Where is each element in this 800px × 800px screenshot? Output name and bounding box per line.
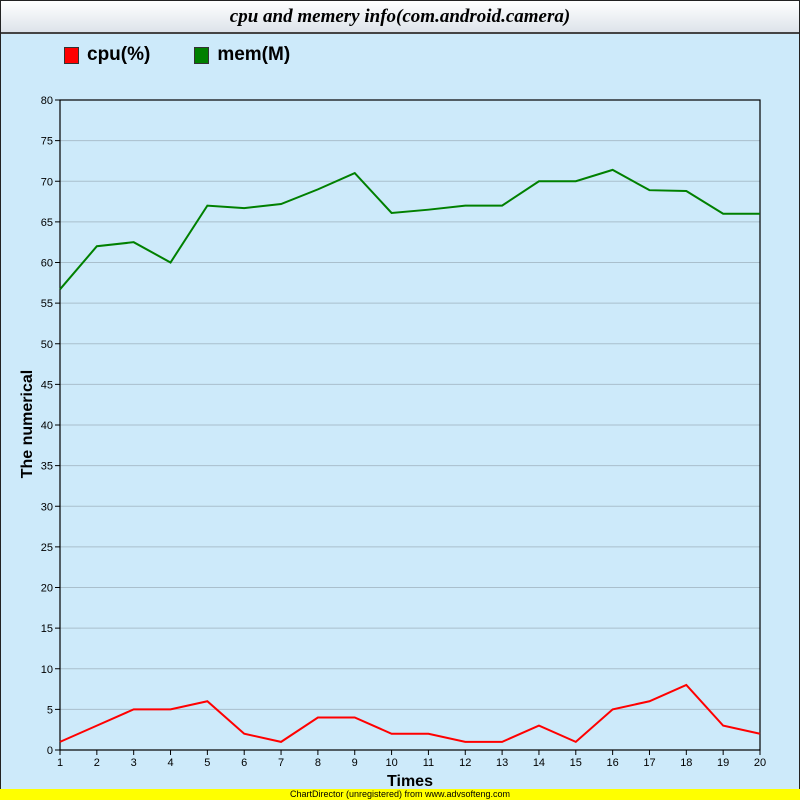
x-tick-label: 6 [241,757,247,769]
series-line-cpu [59,683,761,744]
x-tick-label: 2 [94,757,100,769]
legend: cpu(%) mem(M) [64,44,290,66]
y-tick-label: 65 [41,217,53,229]
x-tick-label: 5 [204,757,210,769]
x-tick-label: 10 [385,757,397,769]
x-tick-label: 20 [754,757,766,769]
x-axis-label: Times [387,773,433,790]
y-tick-label: 50 [41,339,53,351]
legend-item-cpu: cpu(%) [64,44,150,66]
x-tick-label: 1 [57,757,63,769]
y-tick-label: 15 [41,623,53,635]
x-tick-label: 8 [315,757,321,769]
y-tick-label: 5 [47,704,53,716]
x-tick-label: 3 [131,757,137,769]
y-tick-label: 20 [41,583,53,595]
y-tick-label: 70 [41,176,53,188]
y-tick-label: 0 [47,745,53,757]
chart-title: cpu and memery info(com.android.camera) [229,6,571,27]
y-tick-label: 45 [41,379,53,391]
x-tick-label: 14 [533,757,545,769]
x-tick-label: 13 [496,757,508,769]
legend-label-mem: mem(M) [217,44,291,65]
x-tick-label: 16 [607,757,619,769]
y-tick-label: 55 [41,298,53,310]
x-tick-label: 19 [717,757,729,769]
series-line-memM [59,168,760,290]
x-tick-label: 18 [680,757,692,769]
legend-label-cpu: cpu(%) [87,44,151,65]
y-tick-label: 30 [41,501,53,513]
y-tick-label: 35 [41,461,53,473]
y-tick-label: 25 [41,542,53,554]
x-tick-label: 7 [278,757,284,769]
y-tick-label: 80 [41,95,53,107]
title-bar: cpu and memery info(com.android.camera) [1,1,799,34]
footer-watermark: ChartDirector (unregistered) from www.ad… [0,789,800,800]
x-tick-label: 9 [352,757,358,769]
x-tick-label: 4 [167,757,173,769]
x-tick-label: 15 [570,757,582,769]
y-tick-label: 75 [41,136,53,148]
y-tick-label: 60 [41,258,53,270]
mem-swatch-icon [194,46,210,64]
cpu-swatch-icon [64,46,79,64]
x-tick-label: 17 [643,757,655,769]
y-axis-label: The numerical [19,369,36,479]
plot-border [59,99,761,751]
y-tick-label: 10 [41,664,53,676]
legend-item-mem: mem(M) [194,44,290,66]
x-tick-label: 11 [423,757,434,769]
y-tick-label: 40 [41,420,53,432]
x-tick-label: 12 [459,757,471,769]
